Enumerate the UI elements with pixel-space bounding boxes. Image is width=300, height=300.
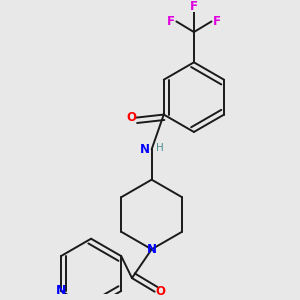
Text: O: O <box>126 111 136 124</box>
Text: O: O <box>156 285 166 298</box>
Text: F: F <box>190 0 198 14</box>
Text: F: F <box>167 15 175 28</box>
Text: N: N <box>147 243 157 256</box>
Text: N: N <box>56 284 66 297</box>
Text: N: N <box>140 143 150 156</box>
Text: H: H <box>156 143 164 153</box>
Text: F: F <box>213 15 221 28</box>
